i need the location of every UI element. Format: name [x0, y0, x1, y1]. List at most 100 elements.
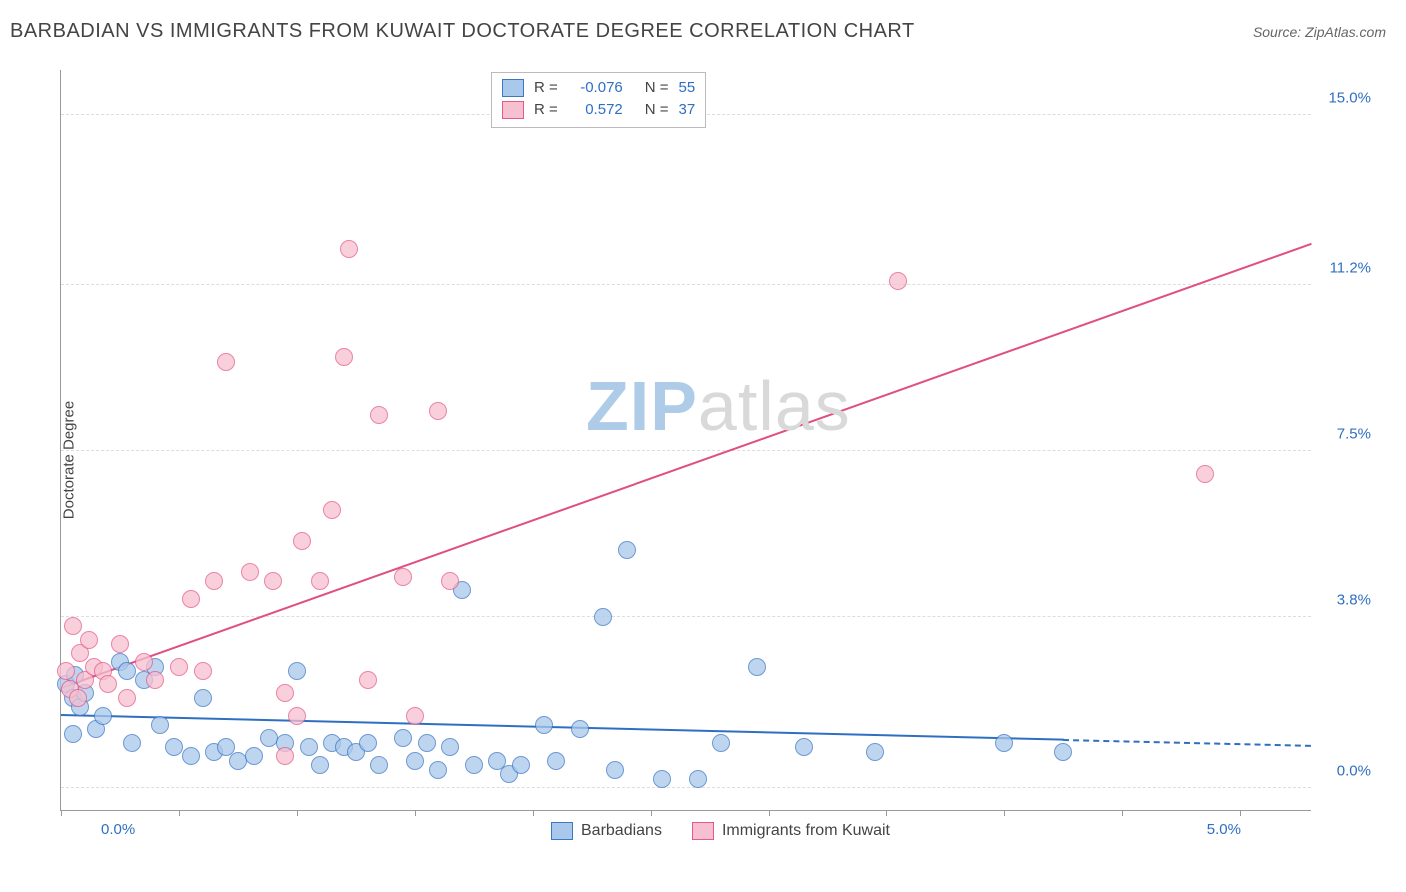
data-point	[64, 617, 82, 635]
data-point	[64, 725, 82, 743]
data-point	[370, 406, 388, 424]
data-point	[441, 738, 459, 756]
stats-legend: R =-0.076N =55R =0.572N =37	[491, 72, 706, 128]
data-point	[712, 734, 730, 752]
data-point	[535, 716, 553, 734]
x-axis-max-label: 5.0%	[1207, 821, 1241, 838]
data-point	[429, 761, 447, 779]
y-tick-label: 7.5%	[1316, 426, 1371, 443]
watermark: ZIPatlas	[586, 366, 851, 446]
gridline	[61, 284, 1311, 285]
data-point	[340, 240, 358, 258]
legend-label: Immigrants from Kuwait	[722, 822, 890, 840]
data-point	[889, 272, 907, 290]
legend-label: Barbadians	[581, 822, 662, 840]
data-point	[118, 689, 136, 707]
legend-swatch	[502, 79, 524, 97]
legend-swatch	[692, 822, 714, 840]
data-point	[194, 689, 212, 707]
gridline	[61, 616, 1311, 617]
legend-item: Immigrants from Kuwait	[692, 822, 890, 840]
data-point	[241, 563, 259, 581]
data-point	[293, 532, 311, 550]
y-tick-label: 0.0%	[1316, 762, 1371, 779]
trend-line	[1063, 739, 1311, 747]
data-point	[1196, 465, 1214, 483]
data-point	[182, 590, 200, 608]
data-point	[135, 653, 153, 671]
data-point	[245, 747, 263, 765]
data-point	[359, 671, 377, 689]
data-point	[288, 707, 306, 725]
x-tick	[1004, 810, 1005, 816]
data-point	[94, 707, 112, 725]
stats-legend-row: R =0.572N =37	[502, 99, 695, 121]
x-tick	[297, 810, 298, 816]
data-point	[311, 572, 329, 590]
x-tick	[61, 810, 62, 816]
data-point	[370, 756, 388, 774]
data-point	[795, 738, 813, 756]
data-point	[288, 662, 306, 680]
data-point	[418, 734, 436, 752]
legend-swatch	[502, 101, 524, 119]
trend-line	[61, 243, 1312, 689]
data-point	[151, 716, 169, 734]
chart-area: Doctorate Degree 0.0%3.8%7.5%11.2%15.0%0…	[20, 60, 1386, 860]
y-tick-label: 15.0%	[1316, 89, 1371, 106]
data-point	[689, 770, 707, 788]
data-point	[465, 756, 483, 774]
data-point	[571, 720, 589, 738]
data-point	[264, 572, 282, 590]
data-point	[594, 608, 612, 626]
x-tick	[179, 810, 180, 816]
legend-swatch	[551, 822, 573, 840]
data-point	[300, 738, 318, 756]
x-tick	[886, 810, 887, 816]
chart-title: BARBADIAN VS IMMIGRANTS FROM KUWAIT DOCT…	[10, 20, 915, 43]
data-point	[194, 662, 212, 680]
data-point	[394, 568, 412, 586]
data-point	[57, 662, 75, 680]
gridline	[61, 450, 1311, 451]
x-tick	[769, 810, 770, 816]
data-point	[123, 734, 141, 752]
trend-line	[61, 714, 1063, 741]
data-point	[606, 761, 624, 779]
data-point	[118, 662, 136, 680]
data-point	[170, 658, 188, 676]
data-point	[99, 675, 117, 693]
data-point	[311, 756, 329, 774]
x-tick	[651, 810, 652, 816]
y-tick-label: 11.2%	[1316, 260, 1371, 277]
data-point	[748, 658, 766, 676]
legend-item: Barbadians	[551, 822, 662, 840]
data-point	[260, 729, 278, 747]
x-axis-min-label: 0.0%	[101, 821, 135, 838]
data-point	[276, 747, 294, 765]
stats-legend-row: R =-0.076N =55	[502, 77, 695, 99]
data-point	[205, 572, 223, 590]
data-point	[512, 756, 530, 774]
data-point	[429, 402, 447, 420]
data-point	[359, 734, 377, 752]
data-point	[182, 747, 200, 765]
data-point	[1054, 743, 1072, 761]
data-point	[229, 752, 247, 770]
gridline	[61, 787, 1311, 788]
data-point	[111, 635, 129, 653]
plot-region: 0.0%3.8%7.5%11.2%15.0%0.0%5.0%ZIPatlasR …	[60, 70, 1311, 811]
data-point	[866, 743, 884, 761]
data-point	[406, 707, 424, 725]
data-point	[146, 671, 164, 689]
data-point	[217, 353, 235, 371]
x-tick	[1122, 810, 1123, 816]
data-point	[323, 501, 341, 519]
data-point	[441, 572, 459, 590]
data-point	[335, 348, 353, 366]
data-point	[618, 541, 636, 559]
x-tick	[415, 810, 416, 816]
data-point	[165, 738, 183, 756]
y-tick-label: 3.8%	[1316, 592, 1371, 609]
source-label: Source: ZipAtlas.com	[1253, 24, 1386, 40]
